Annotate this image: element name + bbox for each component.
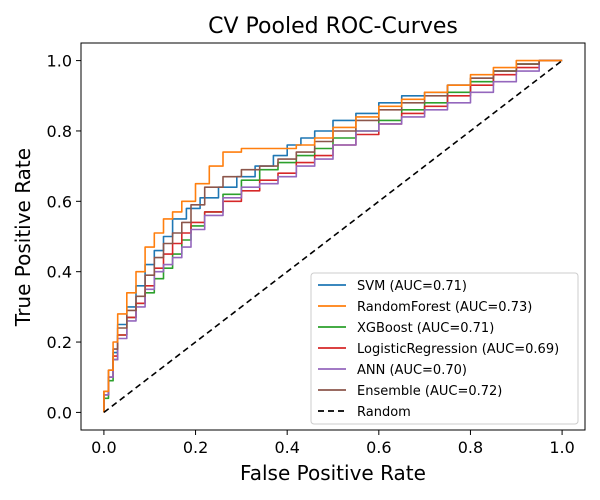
legend-label: SVM (AUC=0.71) xyxy=(357,279,467,294)
series-line-random xyxy=(103,59,563,414)
legend-label: RandomForest (AUC=0.73) xyxy=(357,300,532,315)
x-tick-label: 0.0 xyxy=(91,438,116,457)
axis-ticks: 0.0 0.2 0.4 0.6 0.8 1.0 0.0 0.2 0.4 0.6 0.8 1.0 xyxy=(47,52,575,457)
y-tick-label: 0.4 xyxy=(47,263,72,282)
legend-label: ANN (AUC=0.70) xyxy=(357,363,467,378)
legend-label: XGBoost (AUC=0.71) xyxy=(357,321,494,336)
plot-lines xyxy=(103,59,563,414)
series-line-ann xyxy=(103,59,563,413)
y-tick-label: 0.2 xyxy=(47,333,72,352)
x-tick-label: 0.6 xyxy=(366,438,391,457)
series-line-randomforest xyxy=(103,59,563,413)
legend-label: LogisticRegression (AUC=0.69) xyxy=(357,342,559,357)
x-tick-label: 1.0 xyxy=(549,438,574,457)
y-tick-label: 0.0 xyxy=(47,403,72,422)
plot-frame xyxy=(80,42,586,431)
y-tick-label: 0.6 xyxy=(47,192,72,211)
y-tick-label: 1.0 xyxy=(47,52,72,71)
legend-label: Random xyxy=(357,405,411,420)
chart-title: CV Pooled ROC-Curves xyxy=(208,14,458,39)
x-tick-label: 0.4 xyxy=(274,438,299,457)
x-axis-label: False Positive Rate xyxy=(240,461,426,485)
y-axis-label: True Positive Rate xyxy=(11,148,35,327)
x-tick-label: 0.2 xyxy=(183,438,208,457)
legend: SVM (AUC=0.71) RandomForest (AUC=0.73) XGB… xyxy=(310,272,579,425)
legend-box xyxy=(310,272,579,425)
x-tick-label: 0.8 xyxy=(458,438,483,457)
y-tick-label: 0.8 xyxy=(47,122,72,141)
legend-label: Ensemble (AUC=0.72) xyxy=(357,384,502,399)
